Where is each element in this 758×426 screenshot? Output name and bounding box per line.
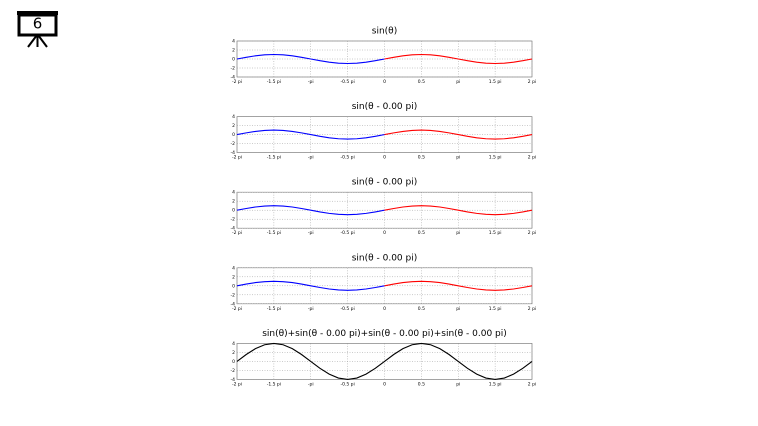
x-tick-label: -0.5 pi	[340, 381, 354, 387]
x-tick-label: -0.5 pi	[340, 306, 354, 312]
x-tick-label: 0	[383, 230, 386, 236]
y-tick-label: -2	[231, 217, 236, 223]
series-line	[384, 129, 533, 140]
y-tick-label: 2	[232, 199, 235, 205]
y-tick-label: 0	[232, 132, 235, 138]
y-tick-label: 4	[232, 190, 235, 196]
x-tick-label: 1.5 pi	[489, 381, 502, 387]
y-tick-label: -4	[231, 226, 236, 232]
series-line	[236, 129, 385, 140]
x-tick-label: -2 pi	[232, 230, 242, 236]
y-tick-label: 4	[232, 265, 235, 271]
x-tick-label: -0.5 pi	[340, 155, 354, 161]
x-tick-label: -0.5 pi	[340, 230, 354, 236]
x-tick-label: 2 pi	[528, 155, 536, 161]
x-tick-label: -pi	[308, 230, 314, 236]
series-line	[236, 342, 533, 380]
y-tick-label: 4	[232, 39, 235, 45]
y-tick-label: 2	[232, 274, 235, 280]
series-line	[384, 205, 533, 216]
y-tick-label: -2	[231, 368, 236, 374]
x-tick-label: -1.5 pi	[267, 155, 281, 161]
x-tick-label: -2 pi	[232, 79, 242, 85]
y-tick-label: 2	[232, 48, 235, 54]
x-tick-label: 1.5 pi	[489, 155, 502, 161]
x-tick-label: 1.5 pi	[489, 230, 502, 236]
y-tick-label: 0	[232, 57, 235, 63]
x-tick-label: pi	[456, 79, 460, 85]
x-tick-label: -1.5 pi	[267, 306, 281, 312]
y-tick-label: 0	[232, 283, 235, 289]
x-tick-label: -1.5 pi	[267, 381, 281, 387]
chart-title: sin(θ)	[372, 27, 397, 37]
chart-title: sin(θ - 0.00 pi)	[352, 253, 418, 263]
y-tick-label: 0	[232, 359, 235, 365]
x-tick-label: -pi	[308, 79, 314, 85]
x-tick-label: 2 pi	[528, 79, 536, 85]
x-tick-label: pi	[456, 155, 460, 161]
x-tick-label: -1.5 pi	[267, 79, 281, 85]
series-line	[384, 53, 533, 65]
series-line	[236, 205, 385, 216]
y-tick-label: 4	[232, 341, 235, 347]
x-tick-label: 2 pi	[528, 381, 536, 387]
x-tick-label: 0.5	[418, 79, 425, 85]
x-tick-label: -pi	[308, 155, 314, 161]
y-tick-label: -4	[231, 75, 236, 81]
y-tick-label: 4	[232, 114, 235, 120]
x-tick-label: 1.5 pi	[489, 306, 502, 312]
x-tick-label: 0	[383, 306, 386, 312]
chart-title: sin(θ - 0.00 pi)	[352, 178, 418, 188]
x-tick-label: -2 pi	[232, 381, 242, 387]
x-tick-label: 2 pi	[528, 306, 536, 312]
x-tick-label: -pi	[308, 381, 314, 387]
x-tick-label: 0.5	[418, 230, 425, 236]
y-tick-label: 0	[232, 208, 235, 214]
x-tick-label: 0.5	[418, 155, 425, 161]
y-tick-label: -4	[231, 377, 236, 383]
x-tick-label: 0.5	[418, 381, 425, 387]
x-tick-label: 0	[383, 381, 386, 387]
x-tick-label: 0.5	[418, 306, 425, 312]
slide-number: 6	[33, 15, 43, 33]
x-tick-label: pi	[456, 381, 460, 387]
y-tick-label: -4	[231, 301, 236, 307]
y-tick-label: 2	[232, 350, 235, 356]
x-tick-label: -2 pi	[232, 155, 242, 161]
slide-number-icon: 6	[17, 11, 58, 48]
x-tick-label: -0.5 pi	[340, 79, 354, 85]
y-tick-label: -2	[231, 141, 236, 147]
x-tick-label: -2 pi	[232, 306, 242, 312]
x-tick-label: 1.5 pi	[489, 79, 502, 85]
series-line	[384, 280, 533, 291]
x-tick-label: pi	[456, 230, 460, 236]
y-tick-label: -4	[231, 150, 236, 156]
y-tick-label: -2	[231, 292, 236, 298]
x-tick-label: 0	[383, 155, 386, 161]
chart-title: sin(θ - 0.00 pi)	[352, 102, 418, 112]
y-tick-label: 2	[232, 123, 235, 129]
x-tick-label: 2 pi	[528, 230, 536, 236]
x-tick-label: 0	[383, 79, 386, 85]
series-line	[236, 53, 385, 65]
chart-title: sin(θ)+sin(θ - 0.00 pi)+sin(θ - 0.00 pi)…	[262, 329, 507, 339]
x-tick-label: -1.5 pi	[267, 230, 281, 236]
y-tick-label: -2	[231, 66, 236, 72]
x-tick-label: pi	[456, 306, 460, 312]
series-line	[236, 280, 385, 291]
x-tick-label: -pi	[308, 306, 314, 312]
